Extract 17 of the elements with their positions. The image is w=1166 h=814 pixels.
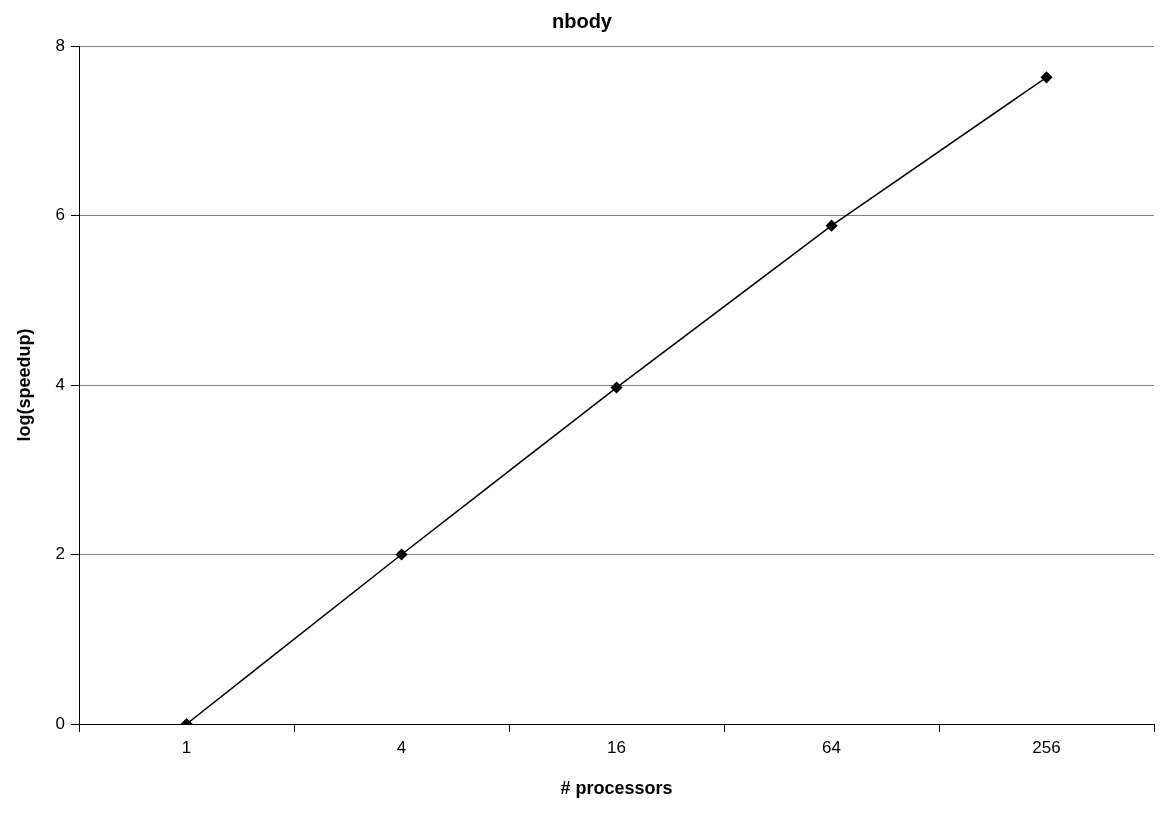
x-axis-title: # processors (560, 778, 673, 799)
point (610, 381, 623, 394)
x-tick-label: 256 (1032, 737, 1061, 757)
point (825, 219, 838, 232)
point (1040, 71, 1053, 84)
chart-title: nbody (552, 9, 613, 32)
point (395, 548, 408, 561)
x-tick-label: 1 (181, 737, 192, 757)
x-tick-label: 64 (822, 737, 841, 757)
x-tick-label: 16 (607, 737, 626, 757)
y-tick-label: 8 (55, 35, 66, 55)
x-tick-label: 4 (396, 737, 407, 757)
y-tick-label: 2 (55, 544, 66, 564)
y-tick-label: 4 (55, 374, 66, 394)
y-axis-title: log(speedup) (13, 328, 34, 442)
y-tick-label: 6 (55, 205, 66, 225)
y-tick-label: 0 (55, 713, 66, 733)
